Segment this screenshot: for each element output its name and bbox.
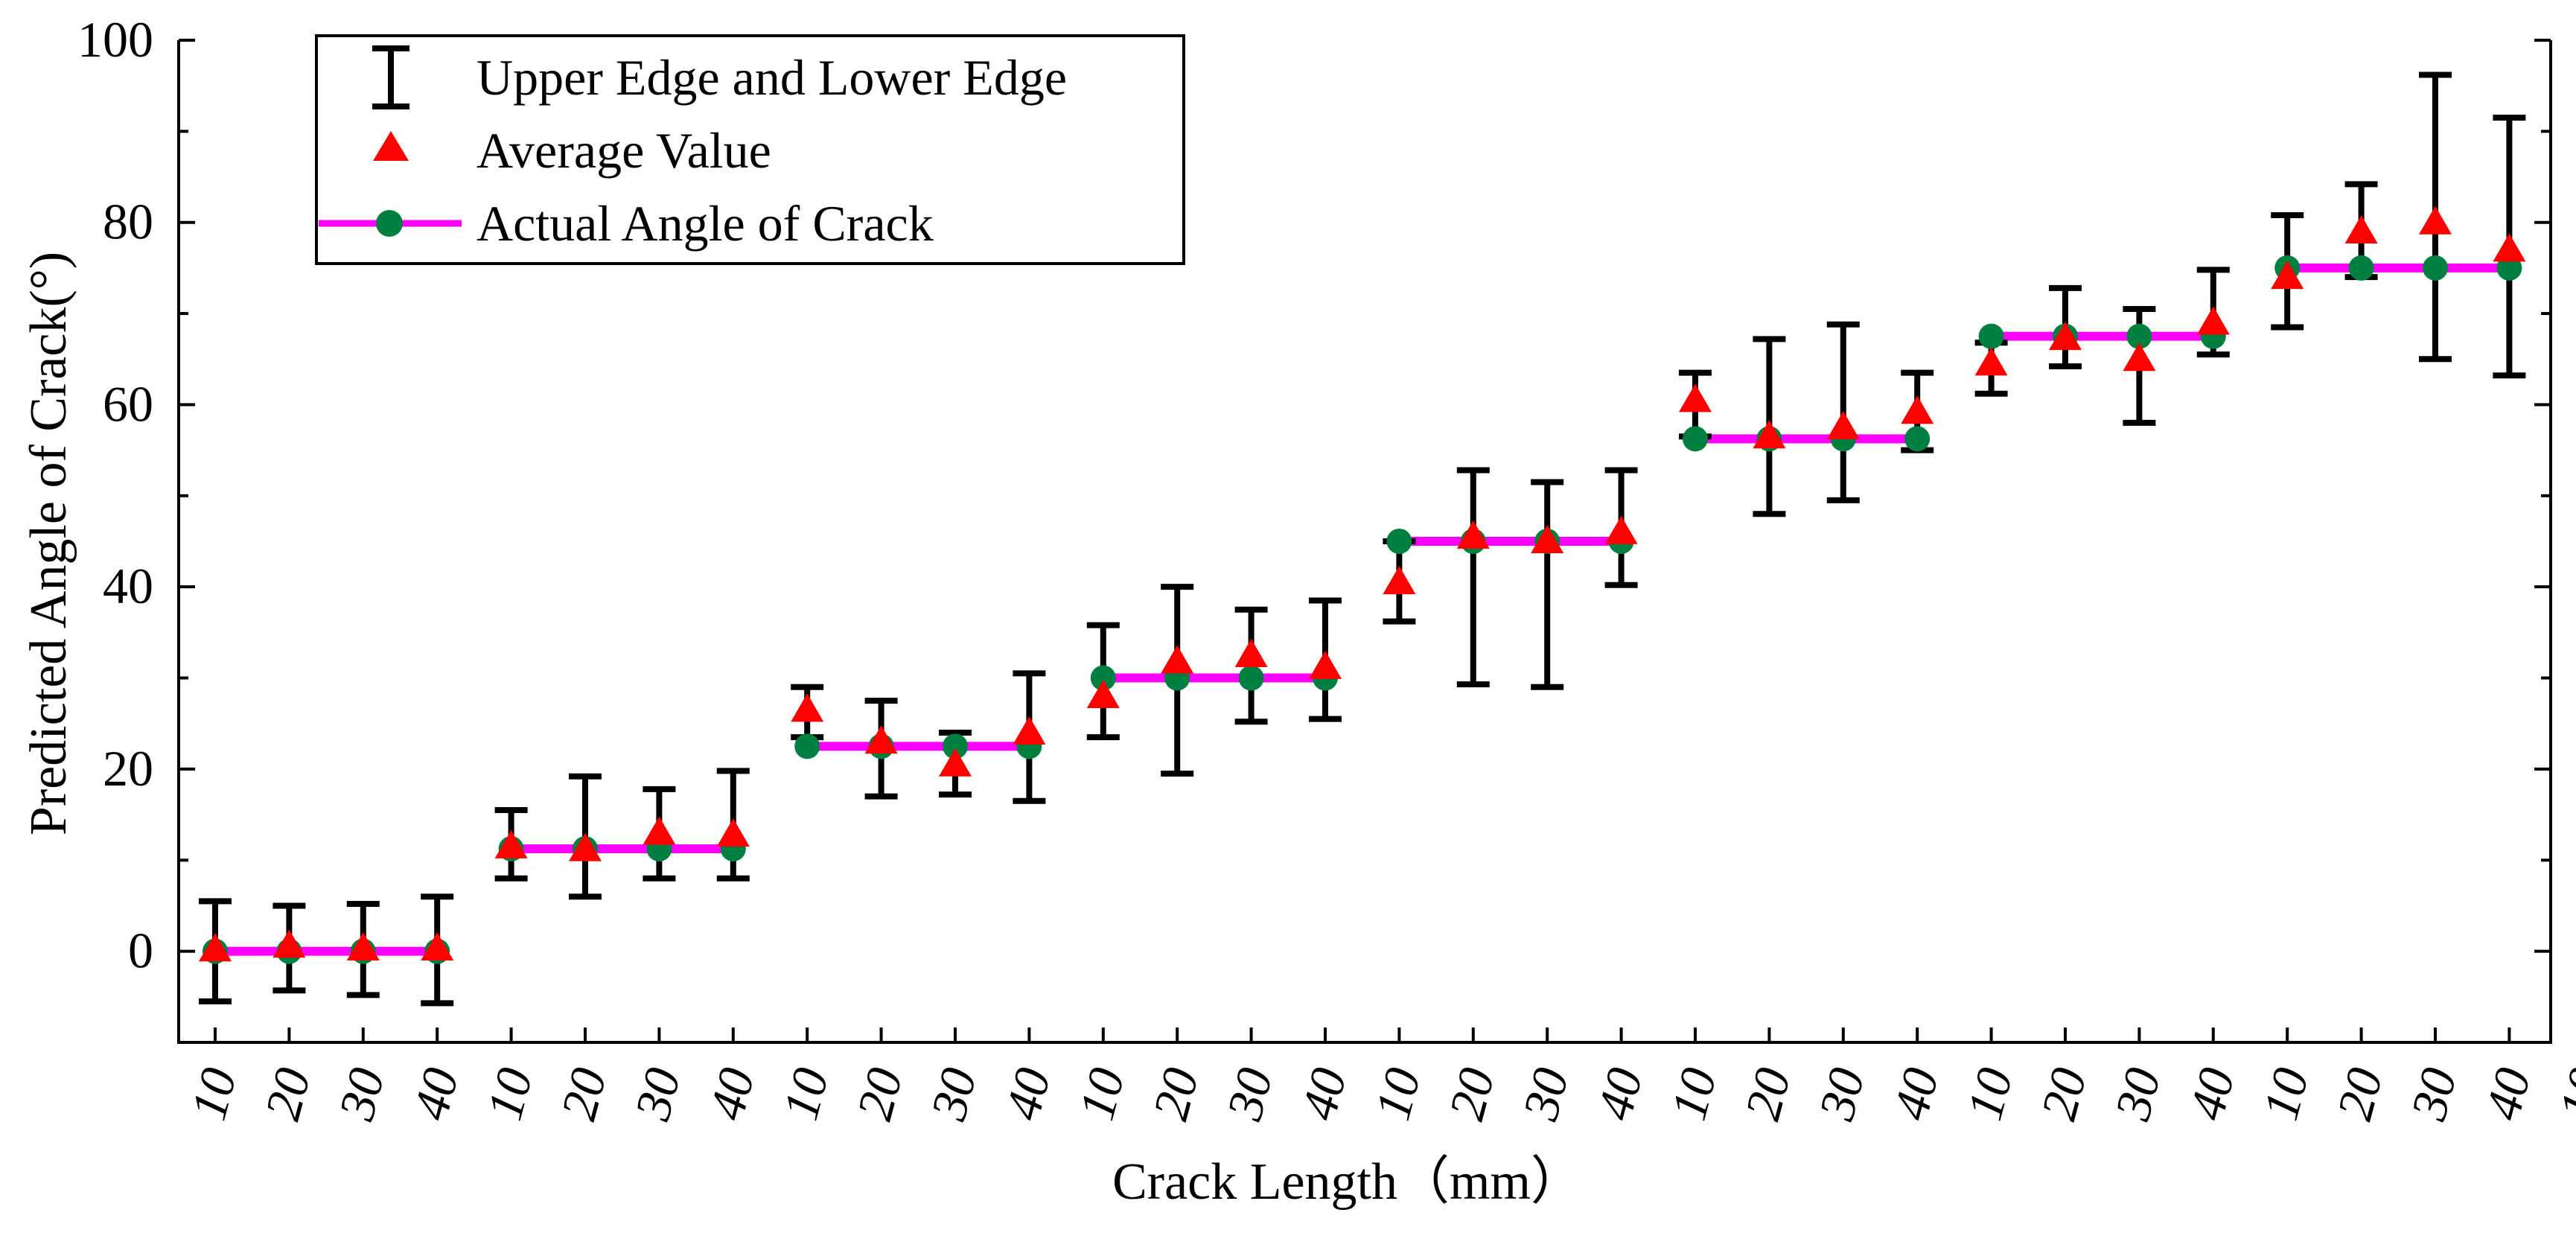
x-tick-label: 40 (1289, 1062, 1357, 1125)
x-tick-label: 40 (994, 1062, 1062, 1125)
legend: Upper Edge and Lower Edge Average Value … (315, 34, 1185, 265)
average-value-marker (494, 829, 528, 858)
x-tick-label: 30 (328, 1062, 395, 1126)
actual-angle-marker (2348, 255, 2374, 281)
actual-angle-marker (794, 733, 820, 759)
average-value-marker (2049, 322, 2082, 351)
average-value-marker (939, 748, 972, 777)
x-tick-label: 40 (2474, 1062, 2542, 1125)
average-value-marker (2493, 233, 2526, 262)
x-tick-label: 30 (1808, 1062, 1875, 1126)
average-value-marker (1826, 411, 1860, 440)
x-tick-label: 10 (1364, 1062, 1432, 1125)
average-value-marker (569, 832, 602, 861)
x-tick-label: 10 (1660, 1062, 1727, 1125)
series-layer (199, 71, 2526, 1007)
y-tick-label: 60 (103, 375, 153, 432)
average-value-marker (2196, 306, 2230, 335)
average-value-marker (2271, 261, 2304, 290)
x-tick-label: 10 (2548, 1062, 2576, 1125)
actual-angle-marker (1904, 426, 1931, 452)
actual-angle-marker (1090, 665, 1116, 691)
x-tick-label: 40 (1881, 1062, 1949, 1125)
y-ticks: 0 20 40 60 80 100 (77, 11, 2551, 1044)
x-tick-label: 20 (549, 1062, 617, 1125)
y-tick-label: 20 (103, 740, 153, 797)
average-value-marker (421, 931, 454, 960)
axes (177, 40, 2552, 1044)
x-tick-label: 20 (1734, 1062, 1802, 1125)
average-value-marker (1309, 650, 1342, 679)
average-value-marker (2123, 342, 2156, 372)
average-value-marker (643, 816, 676, 845)
average-value-marker (199, 933, 232, 962)
actual-angle-marker (1683, 426, 1708, 452)
average-value-marker (1679, 383, 1712, 412)
legend-errorbar-icon (372, 45, 409, 109)
x-tick-label: 30 (1216, 1062, 1284, 1126)
average-value-marker (864, 725, 898, 754)
actual-angle-marker (2423, 255, 2448, 281)
average-value-marker (716, 818, 750, 847)
x-tick-label: 20 (1141, 1062, 1209, 1125)
x-tick-label: 20 (2326, 1062, 2394, 1125)
x-tick-label: 20 (846, 1062, 914, 1125)
average-value-marker (791, 693, 824, 722)
x-tick-label: 20 (254, 1062, 322, 1125)
average-value-marker (1234, 638, 1268, 667)
x-tick-label: 10 (179, 1062, 247, 1125)
x-tick-label: 30 (2400, 1062, 2467, 1126)
actual-angle-marker (2126, 323, 2152, 349)
x-tick-label: 30 (2103, 1062, 2171, 1126)
average-value-marker (1013, 716, 1046, 745)
average-value-marker (1531, 525, 1564, 553)
x-tick-label: 10 (1068, 1062, 1135, 1125)
average-value-marker (1456, 520, 1490, 549)
y-tick-label: 0 (128, 923, 153, 979)
average-value-marker (1901, 395, 1934, 424)
legend-label-actual: Actual Angle of Crack (476, 195, 934, 252)
actual-angle-marker (1238, 665, 1264, 691)
average-value-marker (346, 931, 380, 960)
average-value-marker (1161, 645, 1194, 674)
x-tick-label: 10 (1956, 1062, 2024, 1125)
x-tick-label: 30 (919, 1062, 987, 1126)
legend-line-marker-icon (319, 210, 462, 237)
x-tick-label: 40 (401, 1062, 469, 1125)
legend-triangle-icon (373, 131, 409, 161)
legend-label-errorbar: Upper Edge and Lower Edge (476, 49, 1067, 106)
x-tick-label: 10 (476, 1062, 543, 1125)
average-value-marker (2344, 214, 2378, 243)
average-value-marker (1753, 420, 1786, 449)
y-axis-label: Predicted Angle of Crack(°) (20, 252, 77, 835)
average-value-marker (1383, 566, 1416, 595)
average-value-marker (1086, 680, 1120, 709)
actual-angle-marker (1978, 323, 2004, 349)
x-tick-label: 20 (1438, 1062, 1505, 1125)
x-tick-label: 10 (771, 1062, 839, 1125)
legend-label-average: Average Value (476, 122, 771, 179)
average-value-marker (2419, 206, 2452, 235)
x-tick-label: 30 (1511, 1062, 1579, 1126)
x-tick-label: 30 (623, 1062, 691, 1126)
x-axis-label: Crack Length（mm） (1112, 1153, 1583, 1211)
average-value-marker (1974, 347, 2008, 376)
actual-angle-marker (1386, 529, 1412, 554)
x-tick-label: 10 (2251, 1062, 2319, 1125)
y-tick-label: 80 (103, 194, 153, 250)
x-tick-label: 40 (698, 1062, 765, 1125)
x-tick-label: 40 (2178, 1062, 2245, 1125)
x-tick-label: 40 (1586, 1062, 1654, 1125)
x-tick-label: 20 (2030, 1062, 2097, 1125)
average-value-marker (272, 929, 306, 958)
average-value-marker (1604, 515, 1638, 544)
actual-angle-marker (943, 733, 968, 759)
y-tick-label: 100 (77, 11, 153, 68)
y-tick-label: 40 (103, 558, 153, 614)
